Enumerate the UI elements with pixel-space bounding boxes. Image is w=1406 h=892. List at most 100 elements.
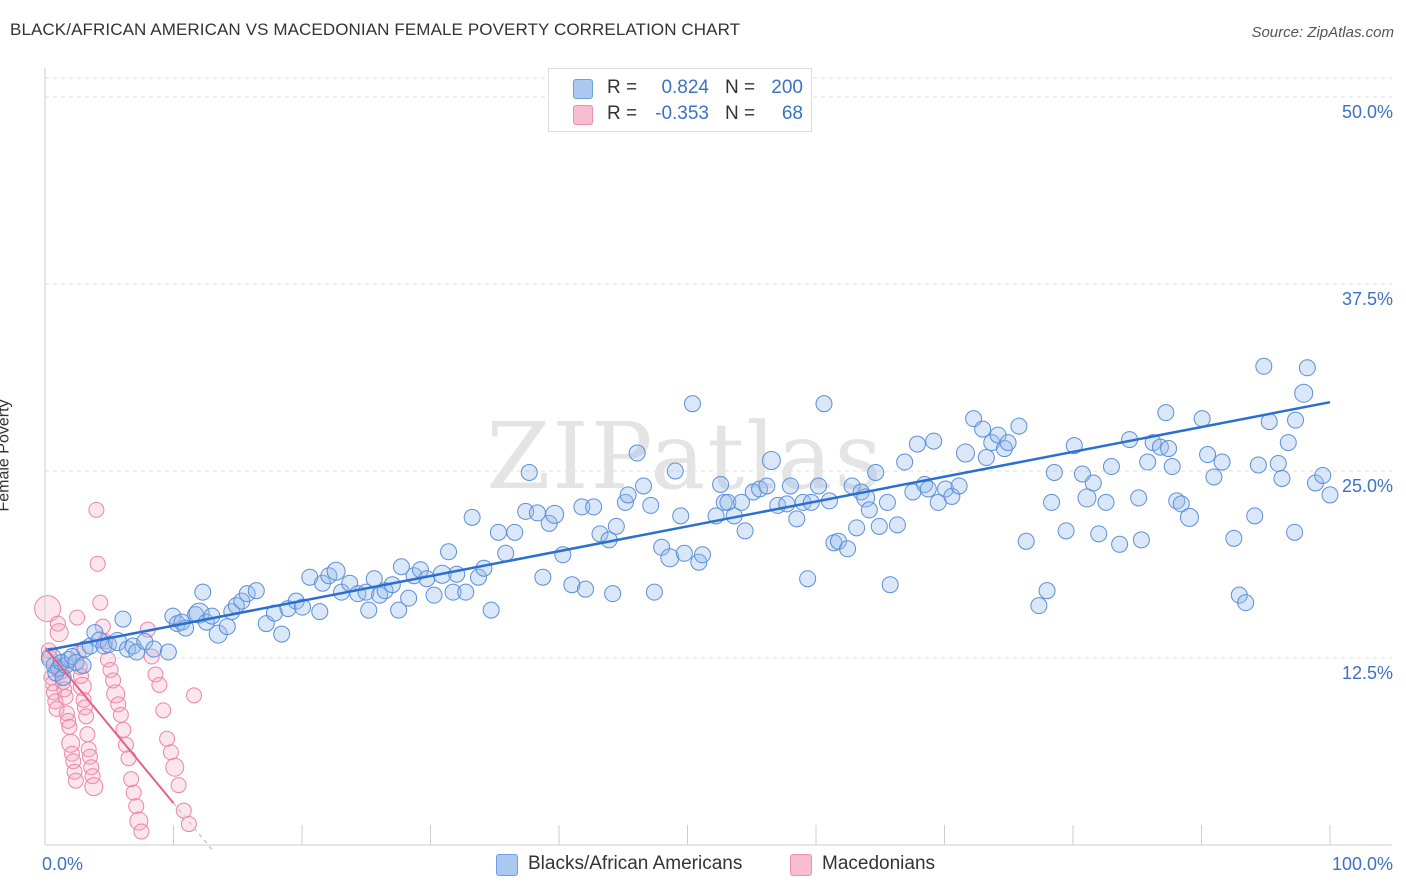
data-point-blacks bbox=[860, 501, 878, 519]
source-label: Source: ZipAtlas.com bbox=[1251, 24, 1394, 41]
y-tick-label: 37.5% bbox=[1342, 289, 1393, 309]
data-point-blacks bbox=[1286, 523, 1304, 541]
data-point-blacks bbox=[888, 516, 906, 534]
data-point-blacks bbox=[1314, 466, 1332, 484]
data-point-macedonians bbox=[170, 777, 187, 794]
watermark: ZIPatlas bbox=[486, 403, 883, 510]
axis-layer: 12.5% 25.0% 37.5% 50.0% 0.0% 100.0% bbox=[42, 68, 1393, 874]
data-point-blacks bbox=[607, 517, 625, 535]
data-point-macedonians bbox=[151, 676, 168, 693]
data-point-macedonians bbox=[84, 768, 101, 785]
trend-line-macedonians-extension bbox=[172, 802, 213, 850]
data-point-blacks bbox=[732, 493, 750, 511]
data-point-blacks bbox=[1269, 455, 1287, 473]
data-point-blacks bbox=[1225, 529, 1243, 547]
data-point-blacks bbox=[666, 462, 684, 480]
y-tick-label: 25.0% bbox=[1342, 476, 1393, 496]
data-point-blacks bbox=[999, 434, 1017, 452]
data-point-blacks bbox=[645, 583, 663, 601]
data-point-macedonians bbox=[92, 594, 109, 611]
data-point-blacks bbox=[444, 583, 462, 601]
data-point-blacks bbox=[1193, 410, 1211, 428]
data-point-macedonians bbox=[49, 623, 69, 643]
data-point-macedonians bbox=[34, 595, 62, 623]
data-point-blacks bbox=[1199, 446, 1217, 464]
data-point-blacks bbox=[1279, 434, 1297, 452]
trend-lines bbox=[44, 400, 1331, 850]
data-point-blacks bbox=[878, 493, 896, 511]
data-point-macedonians bbox=[112, 706, 129, 723]
data-point-blacks bbox=[482, 601, 500, 619]
data-point-blacks bbox=[1249, 456, 1267, 474]
data-point-blacks bbox=[440, 543, 458, 561]
data-point-blacks bbox=[761, 451, 781, 471]
data-point-blacks bbox=[194, 583, 212, 601]
data-point-blacks bbox=[326, 561, 346, 581]
data-point-blacks bbox=[1157, 404, 1175, 422]
data-point-macedonians bbox=[72, 676, 92, 696]
legend-label-macedonians: Macedonians bbox=[822, 853, 936, 874]
data-point-blacks bbox=[218, 618, 236, 636]
data-point-blacks bbox=[870, 517, 888, 535]
data-point-blacks bbox=[977, 449, 995, 467]
x-tick-label: 0.0% bbox=[42, 854, 83, 874]
x-tick-label: 100.0% bbox=[1332, 854, 1393, 874]
legend-swatch-pink bbox=[790, 854, 812, 876]
data-point-blacks bbox=[919, 480, 937, 498]
data-point-blacks bbox=[119, 640, 137, 658]
data-point-blacks bbox=[1205, 468, 1223, 486]
legend-n-value: 68 bbox=[781, 103, 803, 124]
data-point-blacks bbox=[619, 486, 637, 504]
data-point-blacks bbox=[799, 570, 817, 588]
data-point-blacks bbox=[1246, 507, 1264, 525]
data-point-blacks bbox=[1097, 493, 1115, 511]
trend-line-blacks bbox=[44, 400, 1331, 652]
data-point-blacks bbox=[736, 522, 754, 540]
data-point-blacks bbox=[1090, 525, 1108, 543]
data-point-blacks bbox=[247, 582, 265, 600]
trend-line-macedonians bbox=[44, 646, 175, 804]
legend-label-blacks: Blacks/African Americans bbox=[528, 853, 743, 874]
data-point-blacks bbox=[273, 625, 291, 643]
data-point-macedonians bbox=[60, 712, 77, 729]
data-point-blacks bbox=[1172, 495, 1190, 513]
data-point-blacks bbox=[1102, 458, 1120, 476]
data-point-macedonians bbox=[123, 771, 140, 788]
data-point-blacks bbox=[145, 640, 163, 658]
data-point-blacks bbox=[848, 519, 866, 537]
data-point-macedonians bbox=[57, 688, 74, 705]
data-point-blacks bbox=[545, 504, 565, 524]
data-point-macedonians bbox=[110, 696, 127, 713]
data-point-blacks bbox=[1237, 594, 1255, 612]
data-point-blacks bbox=[950, 477, 968, 495]
legend-n-label: N = bbox=[725, 103, 756, 124]
data-point-blacks bbox=[1294, 383, 1314, 403]
data-point-blacks bbox=[788, 510, 806, 528]
data-point-blacks bbox=[1043, 493, 1061, 511]
data-point-blacks bbox=[425, 586, 443, 604]
data-point-blacks bbox=[576, 580, 594, 598]
data-point-blacks bbox=[371, 586, 389, 604]
data-point-macedonians bbox=[69, 609, 86, 626]
data-point-blacks bbox=[781, 477, 799, 495]
data-point-blacks bbox=[311, 603, 329, 621]
data-point-blacks bbox=[392, 558, 410, 576]
data-point-blacks bbox=[660, 548, 680, 568]
data-point-blacks bbox=[1010, 417, 1028, 435]
data-point-blacks bbox=[1030, 597, 1048, 615]
data-point-blacks bbox=[585, 498, 603, 516]
legend-swatch-blue bbox=[496, 854, 518, 876]
data-point-blacks bbox=[839, 540, 857, 558]
legend-swatch-blue bbox=[573, 79, 593, 99]
data-point-blacks bbox=[1168, 492, 1186, 510]
data-point-blacks bbox=[925, 432, 943, 450]
y-tick-label: 50.0% bbox=[1342, 102, 1393, 122]
data-point-blacks bbox=[1273, 469, 1291, 487]
data-point-blacks bbox=[712, 475, 730, 493]
data-point-blacks bbox=[715, 493, 733, 511]
data-point-blacks bbox=[810, 477, 828, 495]
data-point-blacks bbox=[642, 496, 660, 514]
data-point-blacks bbox=[881, 576, 899, 594]
data-point-blacks bbox=[1045, 463, 1063, 481]
